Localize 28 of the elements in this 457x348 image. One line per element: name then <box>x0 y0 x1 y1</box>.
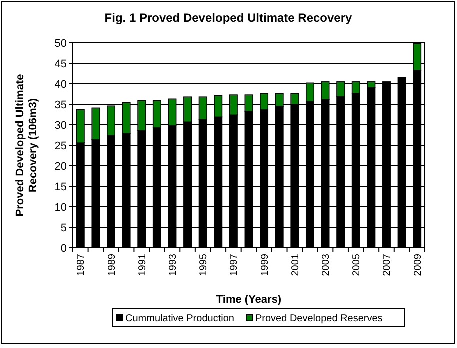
y-tick-label: 15 <box>54 181 67 194</box>
x-tick-label: 2003 <box>321 254 332 276</box>
x-tick-label: 2007 <box>382 254 394 276</box>
y-tick-label: 45 <box>54 58 67 70</box>
y-axis-title: Proved Developed Ultimate Recovery (106m3) <box>14 74 40 217</box>
x-tick-label: 1987 <box>76 254 88 276</box>
y-tick-label: 40 <box>54 78 67 91</box>
chart-title: Fig. 1 Proved Developed Ultimate Recovery <box>104 11 353 25</box>
y-tick-label: 0 <box>60 242 67 255</box>
x-tick-label: 1997 <box>229 254 240 276</box>
x-axis-title: Time (Years) <box>216 294 282 306</box>
y-tick-label: 35 <box>54 99 67 112</box>
y-tick-label: 50 <box>54 38 67 50</box>
x-tick-label: 2001 <box>290 254 302 276</box>
x-tick-label: 2009 <box>412 254 424 276</box>
x-tick-label: 1995 <box>198 254 210 276</box>
y-tick-label: 20 <box>54 160 67 173</box>
x-tick-label: 2005 <box>352 254 363 276</box>
y-tick-label: 5 <box>60 222 67 234</box>
y-tick-label: 25 <box>54 140 67 152</box>
y-tick-label: 30 <box>54 120 67 132</box>
x-tick-label: 1999 <box>260 254 271 276</box>
legend-label: Proved Developed Reserves <box>256 314 383 324</box>
x-tick-label: 1993 <box>168 254 179 276</box>
x-tick-label: 1991 <box>137 254 148 276</box>
x-tick-label: 1989 <box>106 254 118 276</box>
y-tick-label: 10 <box>54 202 67 214</box>
legend-label: Cummulative Production <box>126 314 234 324</box>
